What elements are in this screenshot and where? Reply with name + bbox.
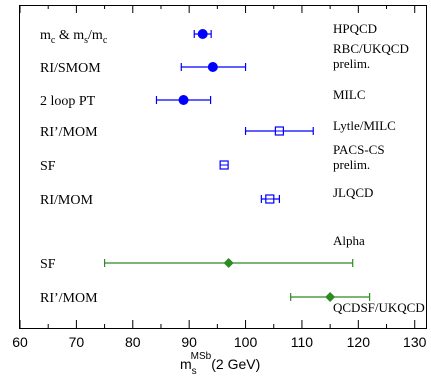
x-tick-label-90: 90: [181, 334, 197, 350]
collab-label-1-0: RBC/UKQCD: [333, 41, 409, 56]
collab-label-7-0: QCDSF/UKQCD: [333, 300, 425, 315]
x-tick-label-130: 130: [403, 334, 427, 350]
collab-label-3-0: Lytle/MILC: [333, 118, 396, 133]
collab-label-4-1: prelim.: [333, 157, 370, 172]
x-axis-ticks: [19, 5, 416, 328]
marker-filled-diamond: [325, 292, 336, 302]
method-label-part: & m: [55, 28, 84, 43]
x-tick-label-110: 110: [291, 334, 314, 350]
x-tick-label-60: 60: [12, 334, 28, 350]
x-axis-tick-labels: 60 70 80 90 100 110 120 130: [12, 334, 426, 350]
data-point-1: [180, 62, 247, 72]
data-point-6: [103, 258, 354, 268]
marker-filled-diamond: [223, 258, 234, 268]
collab-label-4-0: PACS-CS: [333, 142, 385, 157]
x-tick-label-120: 120: [347, 334, 371, 350]
method-label-part: c: [51, 35, 56, 46]
marker-filled-circle: [197, 29, 208, 39]
marker-filled-circle: [178, 95, 189, 105]
x-tick-label-70: 70: [69, 334, 85, 350]
method-label-4: SF: [40, 159, 56, 174]
method-label-0: mc & ms/mc: [40, 28, 108, 46]
method-label-part: c: [103, 35, 108, 46]
plot-frame: [19, 5, 427, 329]
method-label-2: 2 loop PT: [40, 94, 96, 109]
data-point-7: [290, 292, 371, 302]
data-point-4: [219, 160, 229, 170]
method-label-1: RI/SMOM: [40, 61, 101, 76]
method-label-5: RI/MOM: [40, 193, 93, 208]
collab-label-5-0: JLQCD: [333, 185, 373, 200]
collab-label-1-1: prelim.: [333, 56, 370, 71]
method-label-7: RI’/MOM: [40, 291, 98, 306]
x-tick-label-80: 80: [125, 334, 141, 350]
method-label-6: SF: [40, 257, 56, 272]
data-point-3: [244, 126, 314, 136]
collab-label-2-0: MILC: [333, 87, 366, 102]
x-tick-label-100: 100: [234, 334, 258, 350]
collaboration-labels: HPQCDRBC/UKQCDprelim.MILCLytle/MILCPACS-…: [333, 21, 425, 315]
method-label-part: s: [84, 35, 88, 46]
method-label-part: /m: [88, 28, 103, 43]
data-point-0: [193, 29, 212, 39]
data-points: [103, 29, 371, 302]
method-label-part: m: [40, 28, 51, 43]
collab-label-0-0: HPQCD: [333, 21, 377, 36]
data-point-2: [155, 95, 212, 105]
marker-filled-circle: [207, 62, 218, 72]
x-axis-title: msMSb(2 GeV): [180, 351, 260, 377]
method-label-3: RI’/MOM: [40, 125, 98, 140]
collab-label-6-0: Alpha: [333, 233, 365, 248]
data-point-5: [260, 194, 280, 204]
